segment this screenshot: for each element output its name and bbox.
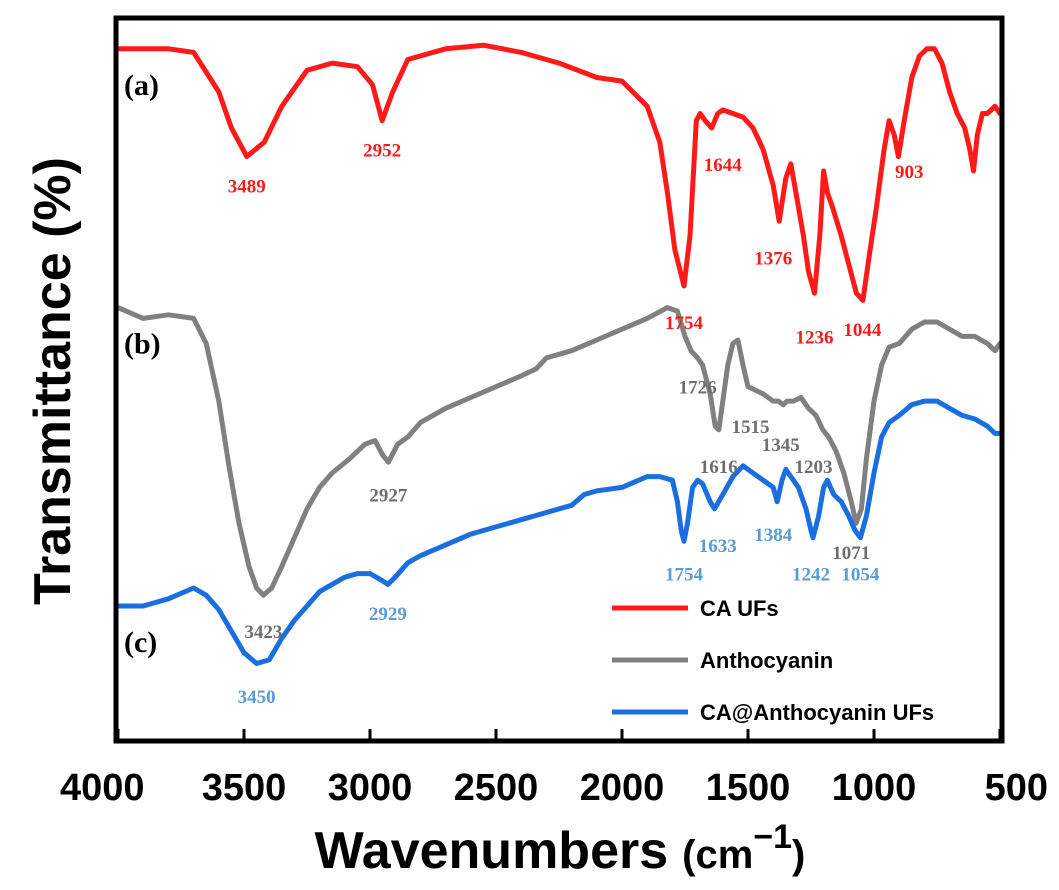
- x-tick-label-3000: 3000: [328, 767, 413, 809]
- x-axis-ticks: 4000 3500 3000 2500 2000 1500 1000 500: [60, 729, 1048, 809]
- legend-label-anthocyanin: Anthocyanin: [700, 648, 833, 673]
- x-tick-label-4000: 4000: [60, 767, 145, 809]
- legend-label-ca-anthocyanin-ufs: CA@Anthocyanin UFs: [700, 700, 934, 725]
- peak-label-ca-ufs-1376: 1376: [754, 248, 792, 269]
- series-line-ca-anthocyanin-ufs: [115, 398, 1003, 666]
- x-tick-label-2000: 2000: [580, 767, 665, 809]
- legend-label-ca-ufs: CA UFs: [700, 596, 779, 621]
- peak-label-ca-ufs-1044: 1044: [843, 320, 882, 341]
- peak-label-ca-ufs-1236: 1236: [796, 327, 834, 348]
- peak-label-ca-ufs-1754: 1754: [665, 313, 704, 334]
- x-tick-label-1500: 1500: [706, 767, 791, 809]
- plot-frame: [113, 15, 1005, 744]
- panel-label-anthocyanin: (b): [124, 328, 161, 361]
- y-axis-title: Transmittance (%): [24, 157, 82, 605]
- peak-label-ca-anthocyanin-ufs-1384: 1384: [754, 525, 793, 546]
- x-axis-unit: (cm: [682, 833, 753, 877]
- peak-label-ca-anthocyanin-ufs-2929: 2929: [369, 604, 407, 625]
- peak-label-anthocyanin-1515: 1515: [732, 417, 770, 438]
- peak-label-ca-ufs-903: 903: [895, 162, 924, 183]
- panel-labels: (a) (b) (c): [124, 69, 161, 659]
- series-layer: [115, 42, 1003, 666]
- peak-label-ca-ufs-3489: 3489: [228, 176, 266, 197]
- x-axis-title-main: Wavenumbers: [315, 822, 669, 880]
- series-line-ca-ufs: [115, 42, 1003, 303]
- peak-label-ca-anthocyanin-ufs-3450: 3450: [238, 687, 276, 708]
- peak-label-ca-ufs-1644: 1644: [704, 155, 743, 176]
- peak-label-anthocyanin-1345: 1345: [762, 435, 800, 456]
- peak-label-anthocyanin-1071: 1071: [832, 543, 870, 564]
- peak-label-anthocyanin-1616: 1616: [700, 457, 738, 478]
- peak-label-anthocyanin-1203: 1203: [795, 457, 833, 478]
- peak-label-anthocyanin-1726: 1726: [679, 378, 717, 399]
- x-axis-unit-sup: −1: [753, 818, 792, 856]
- panel-label-ca-ufs: (a): [124, 69, 159, 102]
- peak-annotations: 3489 2952 1644 1754 1376 1236 1044 903 1726 1616 1…: [228, 140, 924, 708]
- x-axis-title: Wavenumbers (cm−1): [315, 818, 806, 880]
- peak-label-ca-anthocyanin-ufs-1754: 1754: [665, 565, 704, 586]
- series-line-anthocyanin: [115, 305, 1003, 598]
- peak-label-anthocyanin-3423: 3423: [244, 622, 282, 643]
- panel-label-ca-anthocyanin-ufs: (c): [124, 626, 157, 659]
- x-tick-label-2500: 2500: [454, 767, 539, 809]
- peak-label-anthocyanin-2927: 2927: [369, 486, 408, 507]
- peak-label-ca-anthocyanin-ufs-1242: 1242: [792, 565, 830, 586]
- legend: CA UFs Anthocyanin CA@Anthocyanin UFs: [612, 596, 934, 725]
- x-tick-label-1000: 1000: [832, 767, 917, 809]
- peak-label-ca-anthocyanin-ufs-1054: 1054: [841, 565, 880, 586]
- peak-label-ca-anthocyanin-ufs-1633: 1633: [699, 536, 737, 557]
- x-axis-unit-close: ): [792, 833, 805, 877]
- x-tick-label-3500: 3500: [202, 767, 287, 809]
- peak-label-ca-ufs-2952: 2952: [363, 140, 401, 161]
- x-tick-label-500: 500: [985, 767, 1048, 809]
